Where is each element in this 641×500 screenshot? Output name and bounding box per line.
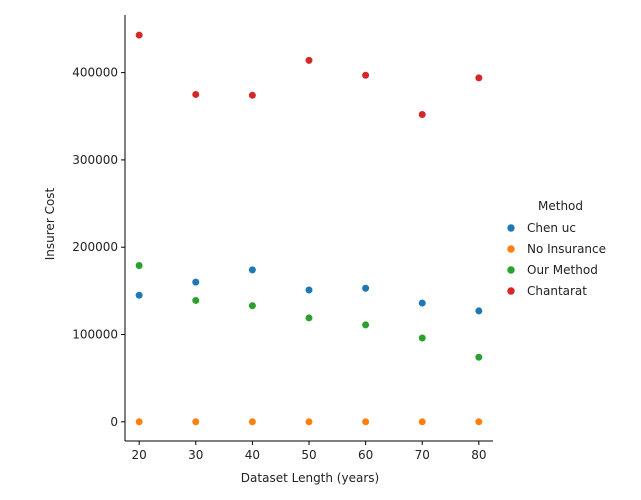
legend-marker	[506, 244, 516, 254]
data-point	[248, 417, 257, 426]
legend-label: No Insurance	[527, 242, 606, 256]
x-tick-label: 40	[245, 448, 260, 462]
data-point	[418, 298, 427, 308]
data-point	[418, 333, 427, 343]
data-point	[418, 417, 427, 426]
data-point	[248, 265, 257, 275]
data-point	[135, 417, 144, 426]
data-point	[474, 306, 483, 316]
plot-area	[124, 15, 493, 442]
y-tick-label: 400000	[72, 66, 118, 80]
x-tick-label: 50	[301, 448, 316, 462]
y-tick-label: 100000	[72, 328, 118, 342]
data-point	[191, 417, 200, 426]
data-point	[361, 284, 370, 293]
x-axis-label: Dataset Length (years)	[241, 471, 379, 485]
y-tick-label: 300000	[72, 153, 118, 167]
data-point	[304, 56, 314, 65]
data-point	[135, 291, 144, 300]
data-point	[474, 353, 483, 362]
x-tick-label: 20	[132, 448, 147, 462]
legend-label: Chen uc	[527, 221, 576, 235]
y-tick-label: 200000	[72, 240, 118, 254]
data-point	[361, 320, 370, 329]
data-point	[304, 313, 314, 323]
x-axis-ticks: 20 30 40 50 60 70 80	[132, 441, 486, 462]
x-tick-label: 70	[415, 448, 430, 462]
data-point	[191, 90, 200, 99]
data-point	[474, 73, 483, 82]
data-points	[135, 30, 483, 426]
data-point	[304, 285, 314, 295]
data-point	[248, 301, 257, 310]
data-point	[135, 261, 144, 270]
y-tick-label: 0	[110, 415, 118, 429]
x-tick-label: 80	[471, 448, 486, 462]
x-tick-label: 30	[188, 448, 203, 462]
legend-label: Our Method	[527, 263, 598, 277]
legend-marker	[506, 223, 516, 233]
data-point	[304, 417, 314, 426]
legend-marker	[506, 286, 516, 296]
data-point	[191, 278, 200, 287]
data-point	[361, 417, 370, 426]
legend-label: Chantarat	[527, 284, 587, 298]
data-point	[191, 296, 200, 305]
data-point	[135, 30, 144, 40]
data-point	[248, 91, 257, 100]
legend-title: Method	[538, 199, 583, 213]
y-axis-label: Insurer Cost	[43, 187, 57, 260]
data-point	[418, 110, 427, 119]
legend: Method Chen uc No Insurance Our Method Chan…	[506, 199, 606, 298]
legend-marker	[506, 265, 516, 275]
data-point	[361, 71, 370, 80]
x-tick-label: 60	[358, 448, 373, 462]
y-axis-ticks: 0 100000 200000 300000 400000	[72, 66, 125, 429]
data-point	[474, 417, 483, 426]
